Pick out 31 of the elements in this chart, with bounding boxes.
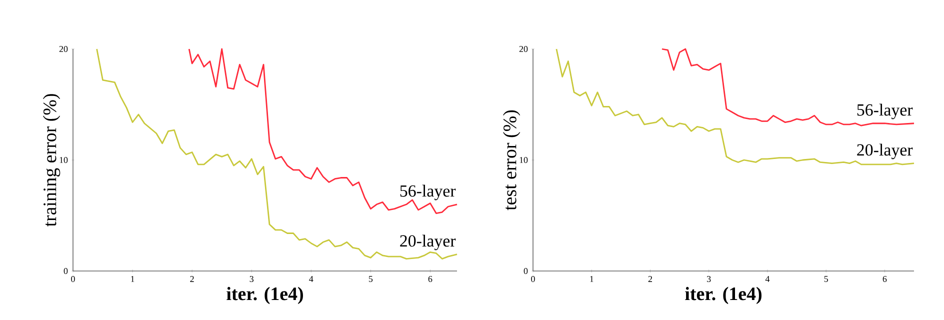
x-tick-label: 0 bbox=[71, 276, 75, 282]
y-axis-title: test error (%) bbox=[503, 110, 520, 210]
y-axis-title: training error (%) bbox=[42, 94, 60, 227]
x-tick-label: 1 bbox=[590, 276, 594, 282]
y-tick-label: 0 bbox=[64, 268, 68, 274]
x-tick-label: 1 bbox=[131, 276, 134, 282]
x-tick-label: 2 bbox=[648, 276, 652, 282]
x-axis-title: iter. (1e4) bbox=[685, 286, 762, 304]
y-tick-label: 10 bbox=[520, 156, 528, 164]
x-tick-label: 6 bbox=[428, 276, 432, 282]
x-tick-label: 5 bbox=[368, 276, 373, 282]
x-axis-title: iter. (1e4) bbox=[226, 286, 303, 304]
line-series bbox=[96, 48, 458, 260]
x-tick-label: 5 bbox=[824, 276, 828, 282]
line-series bbox=[188, 48, 458, 214]
y-tick-label: 20 bbox=[519, 46, 528, 52]
line-series bbox=[661, 48, 915, 126]
series-label: 20-layer bbox=[400, 234, 456, 250]
x-tick-label: 3 bbox=[250, 276, 254, 282]
series-label: 56-layer bbox=[857, 104, 913, 120]
series-label: 20-layer bbox=[857, 144, 913, 160]
y-tick-label: 0 bbox=[524, 268, 528, 274]
x-tick-label: 4 bbox=[765, 276, 770, 282]
x-tick-label: 0 bbox=[531, 276, 535, 282]
y-tick-label: 10 bbox=[60, 156, 68, 164]
x-tick-label: 2 bbox=[190, 276, 194, 282]
x-tick-label: 3 bbox=[707, 276, 711, 282]
y-tick-label: 20 bbox=[59, 46, 68, 52]
x-tick-label: 4 bbox=[309, 276, 314, 282]
series-label: 56-layer bbox=[400, 184, 456, 200]
x-tick-label: 6 bbox=[882, 276, 887, 282]
